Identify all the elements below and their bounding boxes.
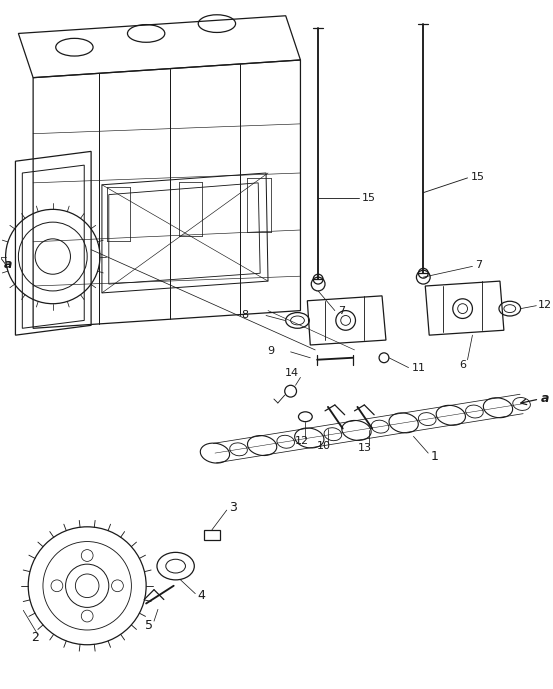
Text: 13: 13 <box>358 443 372 453</box>
Text: 11: 11 <box>411 362 425 373</box>
Text: a: a <box>4 258 12 271</box>
Text: 7: 7 <box>476 260 483 270</box>
Text: 3: 3 <box>229 501 237 514</box>
Text: 14: 14 <box>285 367 299 378</box>
Text: 5: 5 <box>145 619 153 632</box>
Text: 12: 12 <box>538 300 552 309</box>
Text: 15: 15 <box>361 192 375 203</box>
Text: 9: 9 <box>267 346 274 356</box>
Text: 2: 2 <box>31 631 39 644</box>
Text: 4: 4 <box>197 589 205 602</box>
Text: 6: 6 <box>459 360 466 369</box>
Text: 7: 7 <box>338 306 345 316</box>
Text: 10: 10 <box>317 441 331 451</box>
Text: 1: 1 <box>431 449 439 462</box>
Text: 8: 8 <box>241 309 248 320</box>
Text: 12: 12 <box>294 436 309 446</box>
Text: 15: 15 <box>471 172 484 182</box>
Text: a: a <box>541 391 550 404</box>
